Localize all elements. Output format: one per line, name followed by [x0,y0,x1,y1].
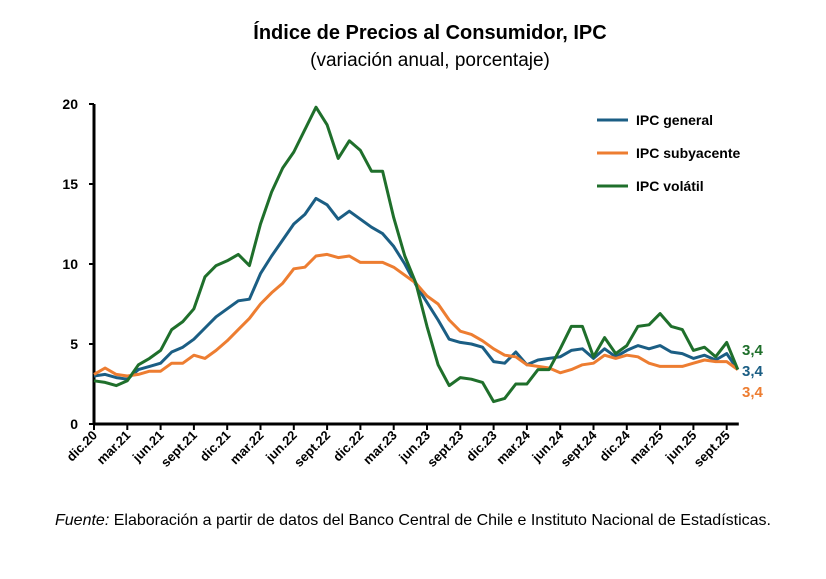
y-tick-label: 5 [70,336,78,352]
x-tick-label: mar.23 [360,428,400,468]
legend-label: IPC volátil [636,178,704,194]
source-label: Fuente: [55,512,110,529]
x-tick-label: mar.24 [493,427,533,467]
y-tick-label: 10 [62,256,78,272]
source-note: Fuente: Elaboración a partir de datos de… [55,508,777,533]
x-tick-label: mar.22 [227,428,267,468]
source-text: Elaboración a partir de datos del Banco … [109,512,771,529]
end-value-label: 3,4 [742,363,764,380]
legend-label: IPC subyacente [636,145,740,161]
series-line-ipc-subyacente [93,252,739,378]
x-tick-label: sept.22 [291,428,333,470]
x-tick-label: sept.21 [158,428,200,470]
x-tick-label: sept.23 [424,428,466,470]
y-tick-label: 20 [62,96,78,112]
y-tick-label: 15 [62,176,78,192]
chart-subtitle: (variación anual, porcentaje) [310,50,550,71]
x-tick-label: mar.25 [626,428,666,468]
series-line-ipc-volátil [93,105,740,404]
end-value-label: 3,4 [742,342,764,359]
x-tick-label: sept.25 [691,428,733,470]
x-tick-label: mar.21 [94,428,134,468]
end-value-label: 3,4 [742,384,764,401]
chart-title: Índice de Precios al Consumidor, IPC [253,22,607,44]
x-tick-label: sept.24 [557,427,600,470]
legend-label: IPC general [636,112,713,128]
y-tick-label: 0 [70,416,78,432]
